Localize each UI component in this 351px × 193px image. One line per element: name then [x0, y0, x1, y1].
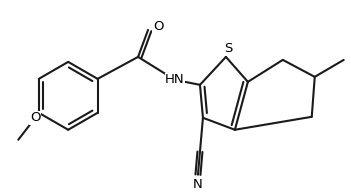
Text: O: O — [153, 20, 163, 33]
Text: S: S — [224, 42, 232, 55]
Text: HN: HN — [165, 73, 185, 86]
Text: O: O — [30, 111, 40, 124]
Text: N: N — [193, 178, 203, 191]
